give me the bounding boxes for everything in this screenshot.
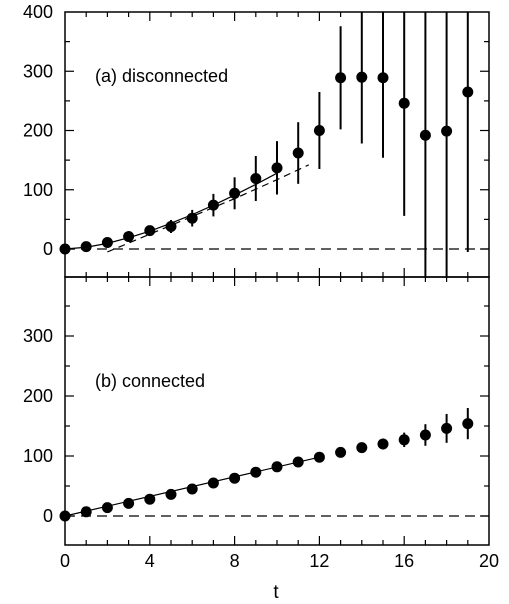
x-tick-label: 8 xyxy=(230,551,240,571)
panel-a-disconnected: 0 100 200 300 400 (a) disconnected xyxy=(23,2,490,278)
y-tick-label: 0 xyxy=(43,506,53,526)
y-tick-label: 300 xyxy=(23,326,53,346)
dashed-fit-line xyxy=(107,164,310,253)
data-point xyxy=(207,199,219,211)
data-point xyxy=(80,506,92,518)
data-point xyxy=(335,72,347,84)
data-point xyxy=(123,497,135,509)
x-tick-label: 20 xyxy=(479,551,499,571)
data-point xyxy=(229,187,241,199)
data-point xyxy=(250,466,262,478)
x-axis-label: t xyxy=(273,582,279,603)
data-point xyxy=(419,129,431,141)
data-point xyxy=(271,162,283,174)
y-tick-label: 300 xyxy=(23,61,53,81)
data-point xyxy=(144,225,156,237)
y-tick-label: 0 xyxy=(43,239,53,259)
y-tick-label: 200 xyxy=(23,386,53,406)
data-point xyxy=(59,510,71,522)
solid-fit-line xyxy=(64,172,278,250)
data-point xyxy=(207,477,219,489)
data-point xyxy=(313,451,325,463)
data-point xyxy=(165,220,177,232)
x-tick-label: 12 xyxy=(309,551,329,571)
data-point xyxy=(462,86,474,98)
data-point xyxy=(123,231,135,243)
data-point xyxy=(59,243,71,255)
data-point xyxy=(144,493,156,505)
data-point xyxy=(165,488,177,500)
panel-label: (b) connected xyxy=(95,371,205,391)
data-point xyxy=(250,172,262,184)
data-point xyxy=(377,438,389,450)
data-point xyxy=(441,422,453,434)
data-point xyxy=(292,456,304,468)
data-point xyxy=(229,472,241,484)
panel-label: (a) disconnected xyxy=(95,66,228,86)
data-point xyxy=(356,442,368,454)
data-point xyxy=(398,97,410,109)
data-point xyxy=(101,236,113,248)
data-point xyxy=(186,212,198,224)
y-tick-label: 100 xyxy=(23,446,53,466)
data-point xyxy=(271,461,283,473)
y-tick-label: 100 xyxy=(23,180,53,200)
data-point xyxy=(292,147,304,159)
y-tick-label: 200 xyxy=(23,121,53,141)
data-point xyxy=(377,72,389,84)
data-point xyxy=(419,429,431,441)
y-tick-label: 400 xyxy=(23,2,53,22)
data-point xyxy=(186,483,198,495)
data-point xyxy=(462,418,474,430)
x-tick-label: 0 xyxy=(60,551,70,571)
data-point xyxy=(101,502,113,514)
data-point xyxy=(398,434,410,446)
data-point xyxy=(313,125,325,136)
x-tick-label: 4 xyxy=(145,551,155,571)
data-point xyxy=(441,125,453,137)
data-point xyxy=(356,71,368,83)
data-point xyxy=(335,446,347,458)
data-point xyxy=(80,241,92,253)
x-tick-label: 16 xyxy=(394,551,414,571)
